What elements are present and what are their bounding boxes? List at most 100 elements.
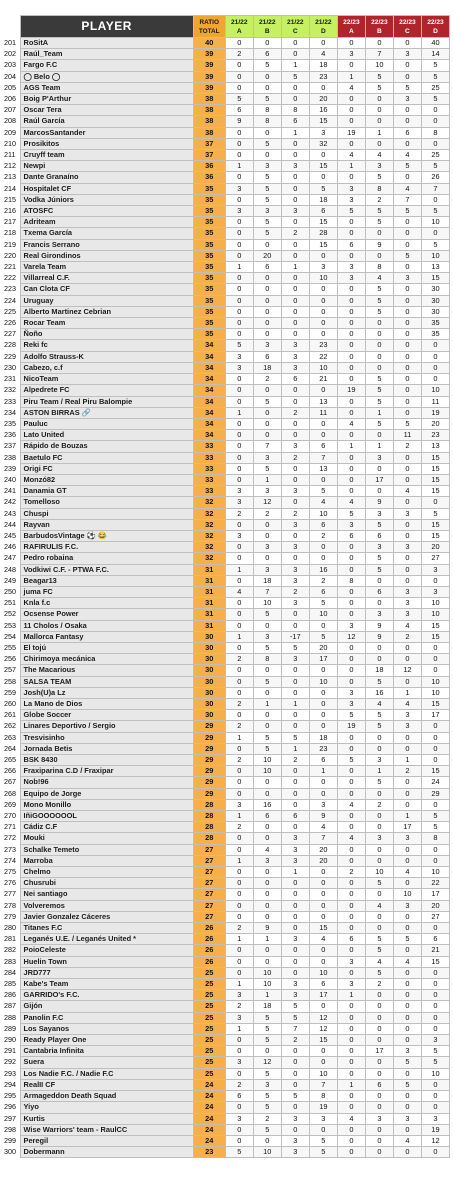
season-score: 0: [308, 686, 338, 699]
season-score: 0: [420, 373, 451, 386]
season-score: 5: [252, 1101, 282, 1114]
row-index: 288: [4, 1012, 16, 1022]
player-name: Linares Deportivo / Sergio: [19, 720, 194, 733]
table-row: 243 Chuspi 32 2 2 2 10 5 3 3 5: [3, 507, 451, 520]
season-score: 6: [252, 810, 282, 823]
season-score: 0: [392, 910, 422, 924]
season-score: 5: [252, 731, 282, 744]
season-score: 3: [252, 205, 282, 218]
season-score: 0: [392, 854, 422, 868]
player-name: Boig P'Arthur: [19, 93, 194, 106]
season-score: 0: [392, 216, 422, 229]
season-score: 0: [224, 417, 254, 431]
player-name: Javier Gonzalez Cáceres: [19, 910, 194, 924]
player-name: La Mano de Dios: [19, 697, 194, 711]
table-row: 209 MarcosSantander 38 0 0 1 3 19 1 6 8: [3, 126, 451, 139]
season-score: 0: [420, 989, 451, 1002]
ratio-total: 27: [192, 843, 226, 856]
table-row: 225 Alberto Martinez Cebrian 35 0 0 0 0 0 5 0 30: [3, 305, 451, 319]
season-score: 5: [280, 731, 310, 744]
player-name: Panolin F.C: [19, 1011, 194, 1024]
table-row: 296 Yiyo 24 0 5 0 19 0 0 0 0: [3, 1101, 451, 1114]
season-score: 0: [308, 36, 338, 50]
season-score: 0: [336, 227, 366, 240]
season-score: 0: [420, 496, 451, 509]
row-index: 255: [4, 642, 16, 652]
season-score: 1: [252, 473, 282, 487]
row-index: 261: [4, 710, 16, 720]
season-score: 2: [224, 507, 254, 520]
player-name: Danamia GT: [19, 485, 194, 498]
season-score: 2: [392, 765, 422, 778]
player-name: El tojú: [19, 641, 194, 655]
season-score: 15: [420, 518, 451, 531]
ratio-total: 24: [192, 1090, 226, 1103]
season-score: 0: [224, 1134, 254, 1148]
season-score: 2: [252, 1112, 282, 1125]
row-index: 240: [4, 474, 16, 484]
ratio-total: 34: [192, 406, 226, 419]
season-score: 0: [308, 149, 338, 162]
season-score: 5: [252, 227, 282, 240]
ratio-total: 31: [192, 585, 226, 599]
row-index: 227: [4, 329, 16, 339]
row-index: 251: [4, 598, 16, 608]
row-index: 249: [4, 575, 16, 585]
season-score: 19: [420, 1123, 451, 1136]
season-score: 0: [392, 1034, 422, 1047]
season-score: 15: [420, 619, 451, 632]
season-score: 3: [224, 1112, 254, 1125]
row-index: 236: [4, 430, 16, 440]
season-score: 5: [392, 1078, 422, 1092]
season-score: 7: [420, 182, 451, 195]
ratio-total: 30: [192, 630, 226, 643]
ratio-total: 30: [192, 709, 226, 722]
ratio-total: 39: [192, 81, 226, 95]
season-score: 8: [420, 832, 451, 845]
season-score: 0: [420, 574, 451, 587]
season-score: 0: [392, 339, 422, 352]
player-name: RAFIRULIS F.C.: [19, 541, 194, 554]
season-score: 0: [364, 1034, 394, 1047]
season-score: 0: [280, 709, 310, 722]
table-row: 272 Mouki 28 0 0 3 7 4 3 3 8: [3, 832, 451, 845]
ratio-total: 34: [192, 384, 226, 397]
season-score: 0: [392, 294, 422, 307]
ratio-total: 31: [192, 574, 226, 587]
player-name: Lato United: [19, 429, 194, 442]
season-score: 3: [252, 854, 282, 868]
season-score: 2: [392, 440, 422, 453]
season-score: 0: [336, 1056, 366, 1069]
season-score: 1: [336, 1078, 366, 1092]
player-name: Los Sayanos: [19, 1022, 194, 1036]
ratio-total: 25: [192, 1067, 226, 1080]
player-name: JRD777: [19, 966, 194, 980]
ratio-total: 37: [192, 137, 226, 151]
season-score: 0: [280, 608, 310, 621]
table-row: 252 Ocsense Power 31 0 5 0 10 0 3 3 10: [3, 608, 451, 621]
player-name: Knla f.c: [19, 597, 194, 610]
table-row: 234 ASTON BIRRAS 🔗 34 1 0 2 11 0 1 0 19: [3, 406, 451, 419]
season-score: 16: [252, 798, 282, 812]
season-score: 3: [336, 955, 366, 968]
season-score: 3: [392, 507, 422, 520]
season-score: 0: [392, 496, 422, 509]
row-index: 263: [4, 732, 16, 742]
table-row: 223 Can Clota CF 35 0 0 0 0 0 5 0 30: [3, 283, 451, 296]
season-score: 2: [252, 373, 282, 386]
ratio-total: 25: [192, 1000, 226, 1013]
season-score: 2: [392, 630, 422, 643]
season-score: 18: [308, 193, 338, 207]
season-score: 0: [252, 406, 282, 419]
season-score: 0: [364, 249, 394, 263]
season-score: 3: [224, 1011, 254, 1024]
row-index: 215: [4, 194, 16, 204]
row-index: 298: [4, 1124, 16, 1134]
player-name: Raúl García: [19, 115, 194, 128]
season-score: 2: [224, 821, 254, 834]
season-score: 25: [420, 81, 451, 95]
season-score: 6: [252, 261, 282, 274]
season-score: 0: [224, 709, 254, 722]
season-score: 0: [280, 552, 310, 565]
season-score: 9: [364, 238, 394, 251]
